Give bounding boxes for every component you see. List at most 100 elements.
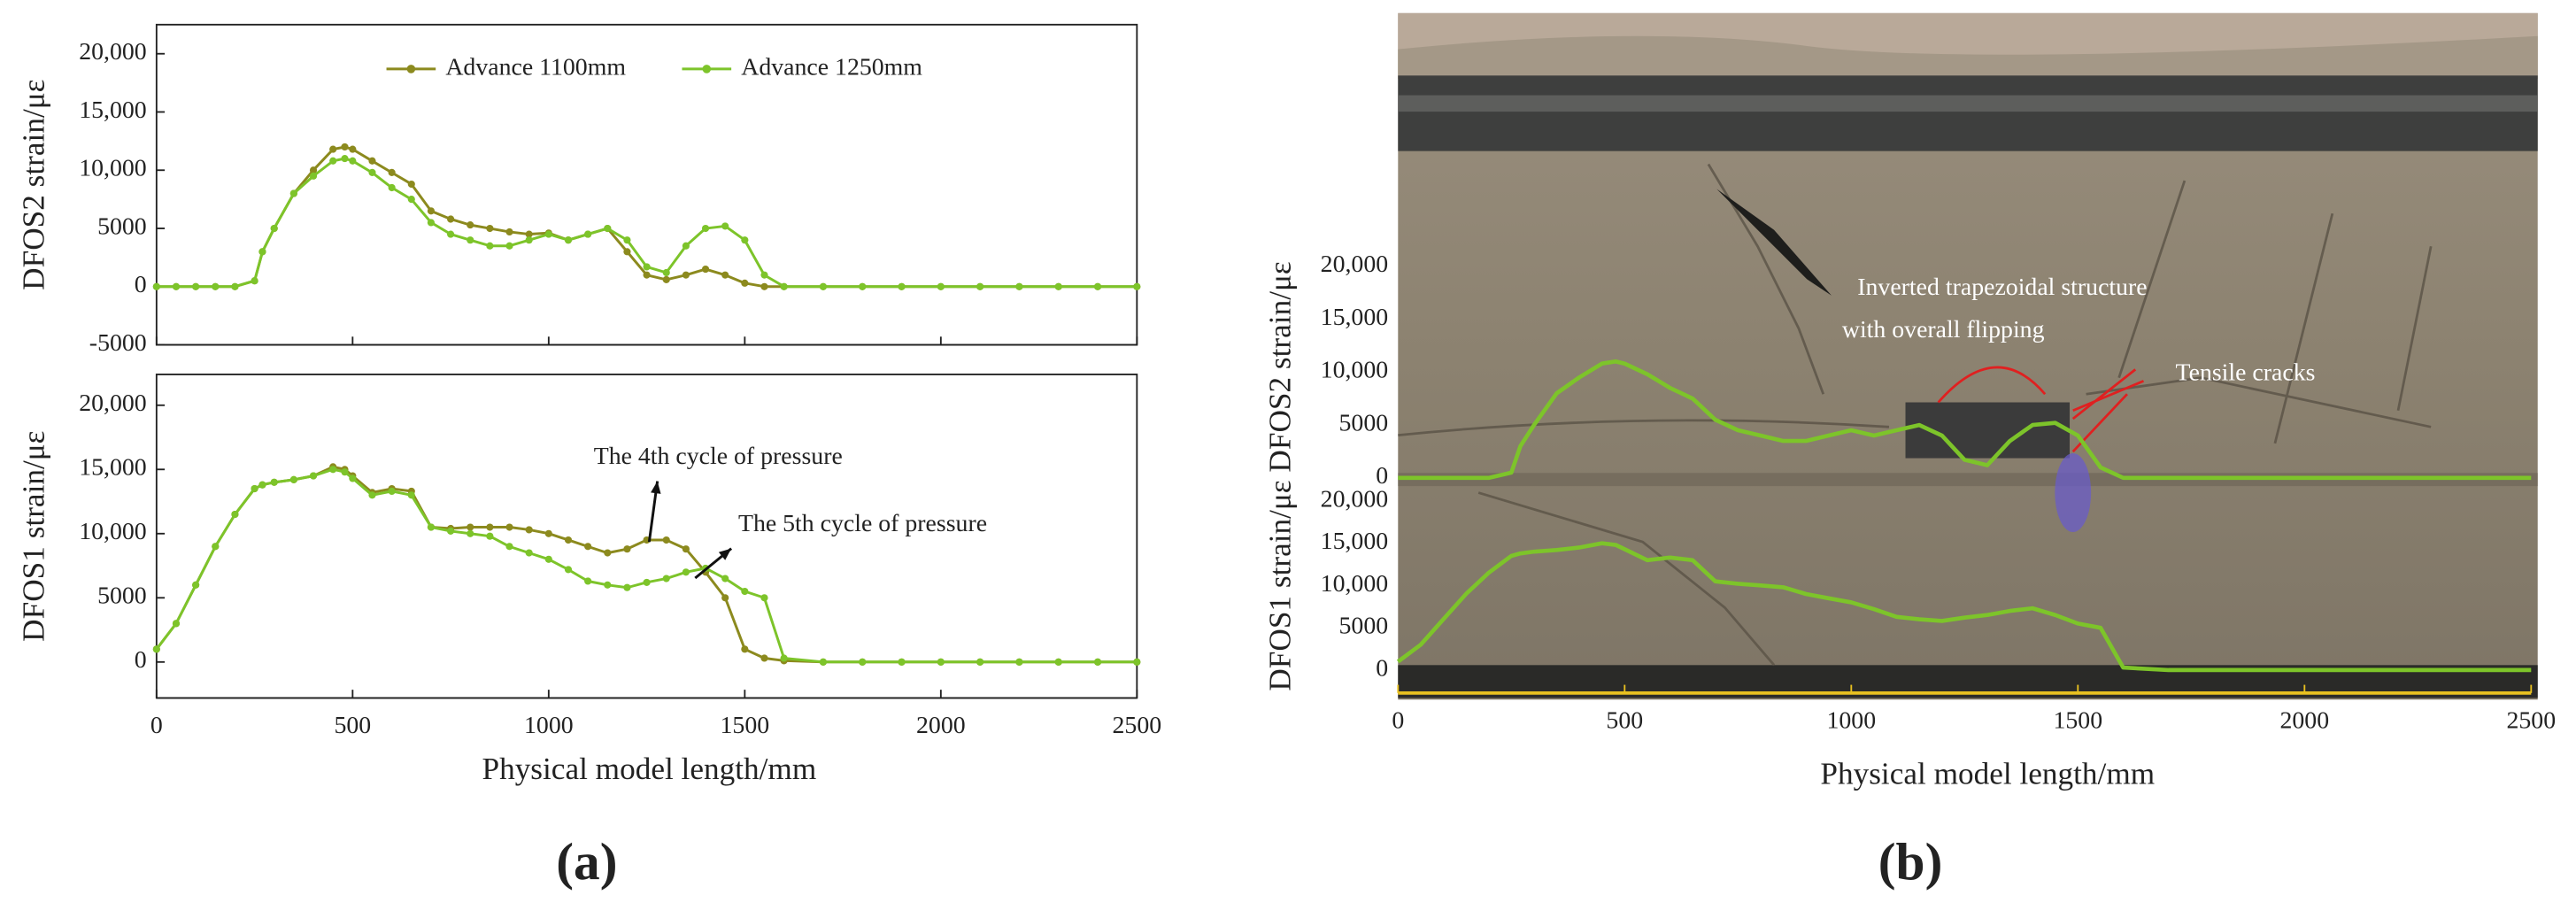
data-point (682, 271, 690, 279)
y-tick-label: 10,000 (1321, 357, 1388, 384)
data-point (505, 228, 513, 236)
annotation: Tensile cracks (2176, 359, 2316, 386)
x-tick-label: 0 (150, 712, 163, 739)
panel-label: (b) (1878, 832, 1943, 891)
data-point (859, 282, 867, 290)
data-point (388, 183, 396, 192)
data-point (721, 594, 729, 602)
data-point (258, 481, 266, 489)
data-point (643, 263, 651, 271)
data-point (341, 468, 349, 476)
data-point (270, 224, 278, 233)
x-tick-label: 2500 (2506, 707, 2556, 735)
data-point (1054, 658, 1062, 666)
data-point (525, 236, 533, 244)
data-point (741, 236, 749, 244)
panel-label: (a) (556, 832, 617, 891)
data-point (662, 536, 670, 544)
data-point (564, 566, 573, 574)
data-point (486, 224, 494, 233)
data-point (486, 532, 494, 540)
data-point (780, 654, 788, 662)
data-point (447, 230, 455, 238)
x-tick-label: 2000 (916, 712, 966, 739)
y-tick-label: 10,000 (79, 155, 146, 182)
data-point (1093, 282, 1102, 290)
legend-marker (702, 65, 712, 73)
data-point (701, 265, 710, 274)
data-point (584, 577, 592, 585)
data-point (258, 248, 266, 256)
data-point (486, 242, 494, 250)
legend-label: Advance 1100mm (445, 53, 626, 81)
data-point (505, 242, 513, 250)
data-point (760, 654, 768, 662)
data-point (604, 581, 612, 589)
data-point (662, 275, 670, 283)
data-point (859, 658, 867, 666)
data-point (467, 529, 474, 537)
y-tick-label: 5000 (1339, 409, 1389, 436)
data-point (329, 145, 337, 153)
data-point (721, 222, 729, 230)
y-axis-title: DFOS1 strain/με (17, 431, 51, 642)
data-point (152, 645, 160, 653)
data-point (564, 236, 573, 244)
data-point (447, 527, 455, 535)
data-point (937, 658, 945, 666)
data-point (407, 196, 415, 204)
data-point (682, 568, 690, 576)
y-tick-label: 0 (135, 271, 147, 298)
data-point (1054, 282, 1062, 290)
data-point (662, 575, 670, 582)
legend-marker (406, 65, 416, 73)
data-point (289, 189, 297, 197)
data-point (760, 594, 768, 602)
data-point (682, 242, 690, 250)
data-point (760, 282, 768, 290)
y-tick-label: 15,000 (79, 96, 146, 124)
data-point (604, 224, 612, 233)
data-point (309, 472, 318, 480)
y-tick-label: 0 (1376, 654, 1388, 682)
data-point (172, 620, 181, 628)
data-point (192, 581, 200, 589)
data-point (309, 172, 318, 180)
data-point (349, 474, 357, 482)
data-point (623, 583, 631, 591)
y-axis-title: DFOS2 strain/με (17, 80, 51, 290)
data-point (976, 658, 984, 666)
data-point (544, 230, 552, 238)
x-tick-label: 2000 (2279, 707, 2329, 735)
annotation: Inverted trapezoidal structure (1857, 274, 2147, 301)
data-point (1093, 658, 1102, 666)
data-point (544, 555, 552, 563)
data-point (212, 282, 220, 290)
y-tick-label: 15,000 (1321, 528, 1388, 555)
data-point (251, 277, 258, 285)
y-tick-label: 20,000 (79, 390, 146, 417)
data-point (212, 543, 220, 551)
x-axis-title: Physical model length/mm (1820, 757, 2155, 791)
data-point (741, 279, 749, 287)
data-point (467, 220, 474, 229)
x-tick-label: 500 (334, 712, 371, 739)
annotation: The 5th cycle of pressure (738, 510, 987, 537)
y-tick-label: 5000 (1339, 613, 1389, 640)
data-point (427, 207, 436, 215)
data-point (368, 168, 376, 176)
y-tick-label: 5000 (97, 582, 147, 610)
data-line (1396, 541, 2532, 673)
data-point (349, 145, 357, 153)
y-axis-title: DFOS1 strain/με DFOS2 strain/με (1263, 261, 1298, 690)
data-point (349, 157, 357, 165)
data-point (525, 549, 533, 557)
data-point (407, 491, 415, 499)
arrow-head (718, 548, 732, 560)
data-point (623, 236, 631, 244)
data-point (388, 487, 396, 496)
data-point (721, 575, 729, 582)
data-point (192, 282, 200, 290)
y-tick-label: 20,000 (1321, 251, 1388, 278)
data-point (1133, 658, 1141, 666)
